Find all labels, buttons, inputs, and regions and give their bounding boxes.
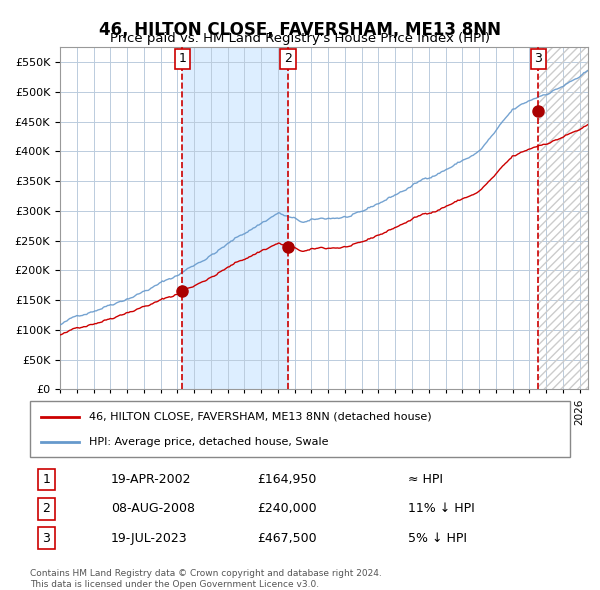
Text: 1: 1 [178,53,186,65]
Text: Price paid vs. HM Land Registry's House Price Index (HPI): Price paid vs. HM Land Registry's House … [110,32,490,45]
Text: Contains HM Land Registry data © Crown copyright and database right 2024.
This d: Contains HM Land Registry data © Crown c… [30,569,382,589]
FancyBboxPatch shape [30,401,570,457]
Text: 1: 1 [42,473,50,486]
Text: 46, HILTON CLOSE, FAVERSHAM, ME13 8NN: 46, HILTON CLOSE, FAVERSHAM, ME13 8NN [99,21,501,39]
Text: 08-AUG-2008: 08-AUG-2008 [111,502,195,516]
Bar [538,47,588,389]
Bar [182,47,288,389]
Text: £467,500: £467,500 [257,532,316,545]
Text: £164,950: £164,950 [257,473,316,486]
Text: ≈ HPI: ≈ HPI [408,473,443,486]
Text: 3: 3 [535,53,542,65]
Text: 19-JUL-2023: 19-JUL-2023 [111,532,188,545]
Text: £240,000: £240,000 [257,502,316,516]
Bar [538,47,588,389]
Text: 3: 3 [42,532,50,545]
Text: 2: 2 [284,53,292,65]
Text: 46, HILTON CLOSE, FAVERSHAM, ME13 8NN (detached house): 46, HILTON CLOSE, FAVERSHAM, ME13 8NN (d… [89,412,432,422]
Text: 19-APR-2002: 19-APR-2002 [111,473,191,486]
Text: 2: 2 [42,502,50,516]
Text: HPI: Average price, detached house, Swale: HPI: Average price, detached house, Swal… [89,437,329,447]
Text: 11% ↓ HPI: 11% ↓ HPI [408,502,475,516]
Text: 5% ↓ HPI: 5% ↓ HPI [408,532,467,545]
